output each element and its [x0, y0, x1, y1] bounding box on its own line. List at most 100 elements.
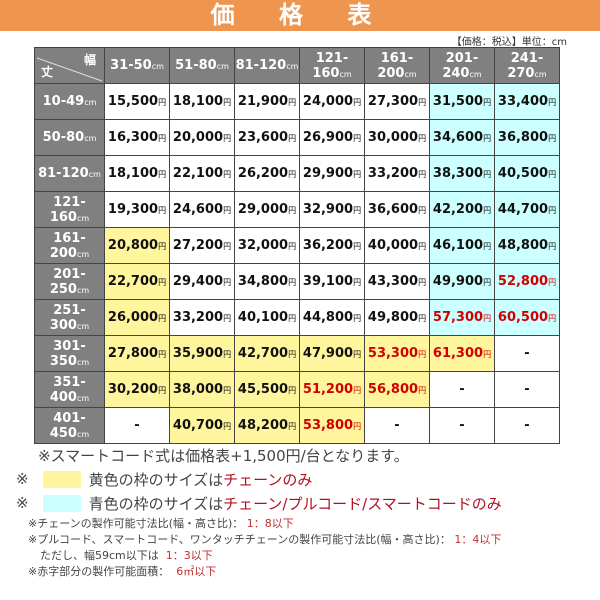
price-value: -: [459, 418, 465, 433]
price-cell: 29,400円: [169, 263, 235, 300]
cyan-swatch: [42, 494, 81, 512]
row-label: 10-49: [42, 94, 85, 109]
note-cyan: ※ 青色の枠のサイズは チェーン/プルコード/スマートコードのみ: [16, 491, 600, 515]
price-value: 32,000: [237, 238, 289, 253]
price-value: 34,800: [237, 274, 289, 289]
note-yellow: ※ 黄色の枠のサイズは チェーンのみ: [16, 467, 600, 491]
yen-unit: 円: [548, 134, 557, 143]
row-header: 81-120cm: [34, 155, 105, 192]
height-label: 丈: [41, 65, 54, 79]
price-cell: 44,700円: [494, 191, 560, 228]
yen-unit: 円: [353, 422, 362, 431]
price-cell: 40,700円: [169, 407, 235, 444]
unit-cm: cm: [469, 69, 482, 79]
yen-unit: 円: [288, 278, 297, 287]
price-value: 48,200: [237, 418, 289, 433]
yen-unit: 円: [158, 206, 167, 215]
price-value: 57,300: [432, 310, 484, 325]
price-value: 46,100: [432, 238, 484, 253]
price-cell: 38,300円: [429, 155, 495, 192]
price-cell: -: [494, 371, 560, 408]
yen-unit: 円: [548, 98, 557, 107]
price-cell: 27,800円: [104, 335, 170, 372]
unit-cm: cm: [76, 285, 90, 295]
price-cell: 32,000円: [234, 227, 300, 264]
yen-unit: 円: [548, 170, 557, 179]
row-header: 201-250cm: [34, 263, 105, 300]
unit-cm: cm: [84, 134, 97, 143]
price-cell: 20,800円: [104, 227, 170, 264]
price-value: 35,900: [172, 346, 224, 361]
page-title: 価 格 表: [0, 0, 600, 31]
row-label: 161-200: [49, 230, 86, 261]
column-header: 51-80cm: [169, 47, 235, 84]
price-cell: -: [429, 371, 495, 408]
price-cell: 53,300円: [364, 335, 430, 372]
yen-unit: 円: [353, 242, 362, 251]
price-cell: 51,200円: [299, 371, 365, 408]
price-value: 30,200: [107, 382, 159, 397]
yellow-text: 黄色の枠のサイズは: [88, 470, 224, 489]
yen-unit: 円: [223, 98, 232, 107]
price-value: 52,800: [497, 274, 549, 289]
price-cell: 24,000円: [299, 83, 365, 120]
price-value: 31,500: [432, 94, 484, 109]
yen-unit: 円: [158, 170, 167, 179]
price-cell: 60,500円: [494, 299, 560, 336]
column-label: 81-120: [235, 58, 287, 73]
price-value: 56,800: [367, 382, 419, 397]
table-row: 121-160cm 19,300円 24,600円 29,000円 32,900円 36,…: [34, 191, 560, 228]
price-cell: 32,900円: [299, 191, 365, 228]
price-cell: 31,500円: [429, 83, 495, 120]
yen-unit: 円: [483, 98, 492, 107]
price-value: 36,600: [367, 202, 419, 217]
unit-cm: cm: [339, 69, 352, 79]
price-cell: 30,200円: [104, 371, 170, 408]
yen-unit: 円: [158, 350, 167, 359]
price-cell: 42,700円: [234, 335, 300, 372]
row-header: 10-49cm: [34, 83, 105, 120]
unit-cm: cm: [534, 69, 547, 79]
price-value: 42,700: [237, 346, 289, 361]
yen-unit: 円: [158, 98, 167, 107]
price-value: 45,500: [237, 382, 289, 397]
price-value: -: [459, 382, 465, 397]
price-cell: 40,100円: [234, 299, 300, 336]
price-cell: -: [104, 407, 170, 444]
price-cell: 23,600円: [234, 119, 300, 156]
price-value: 18,100: [107, 166, 159, 181]
price-cell: -: [494, 335, 560, 372]
price-value: 18,100: [172, 94, 224, 109]
note-pull-ratio: ※プルコード、スマートコード、ワンタッチチェーンの製作可能寸法比(幅・高さ比)：…: [28, 531, 600, 547]
table-row: 401-450cm -40,700円 48,200円 53,800円 - - -: [34, 407, 560, 444]
price-cell: 57,300円: [429, 299, 495, 336]
price-value: 61,300: [432, 346, 484, 361]
price-table: 幅 丈 31-50cm 51-80cm 81-120cm 121-160cm 161-2…: [34, 47, 560, 444]
price-value: 43,300: [367, 274, 419, 289]
price-cell: 22,700円: [104, 263, 170, 300]
yen-unit: 円: [418, 350, 427, 359]
price-cell: 20,000円: [169, 119, 235, 156]
price-value: 33,200: [172, 310, 224, 325]
price-value: 23,600: [237, 130, 289, 145]
unit-cm: cm: [404, 69, 417, 79]
price-value: 29,400: [172, 274, 224, 289]
price-value: 36,800: [497, 130, 549, 145]
price-value: 49,800: [367, 310, 419, 325]
yen-unit: 円: [158, 314, 167, 323]
yen-unit: 円: [288, 170, 297, 179]
unit-cm: cm: [76, 249, 90, 259]
price-cell: 40,000円: [364, 227, 430, 264]
price-value: 16,300: [107, 130, 159, 145]
yen-unit: 円: [418, 314, 427, 323]
column-header: 121-160cm: [299, 47, 365, 84]
yen-unit: 円: [223, 422, 232, 431]
price-cell: 45,500円: [234, 371, 300, 408]
yen-unit: 円: [223, 242, 232, 251]
table-row: 251-300cm 26,000円 33,200円 40,100円 44,800円 49,…: [34, 299, 560, 336]
price-value: 60,500: [497, 310, 549, 325]
price-cell: 36,800円: [494, 119, 560, 156]
price-value: 39,100: [302, 274, 354, 289]
table-row: 201-250cm 22,700円 29,400円 34,800円 39,100円 43,…: [34, 263, 560, 300]
column-label: 31-50: [110, 58, 152, 73]
